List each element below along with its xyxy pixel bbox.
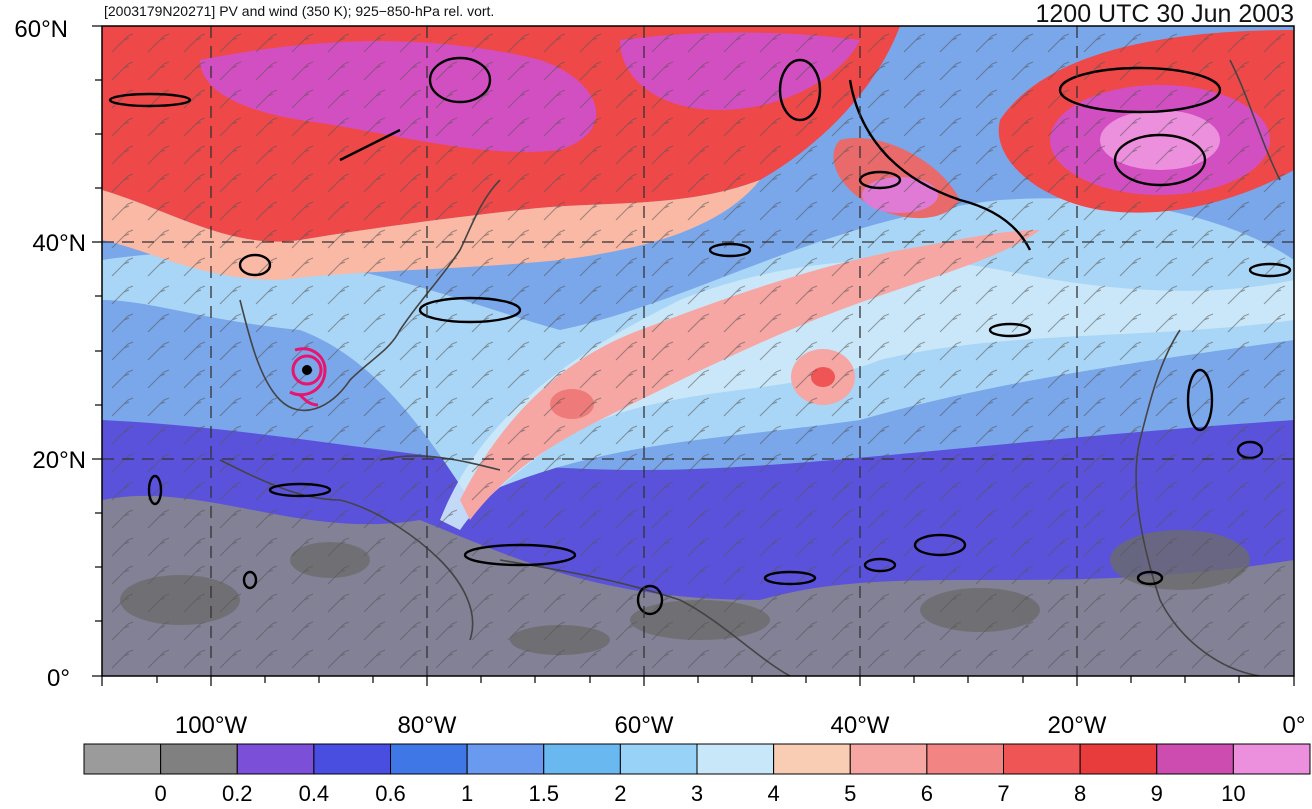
colorbar-swatch	[1232, 743, 1311, 775]
latitude-labels: 60°N 40°N 20°N 0°	[14, 16, 86, 692]
lon-label-40w: 40°W	[831, 712, 890, 739]
lon-label-100w: 100°W	[175, 712, 248, 739]
lon-label-80w: 80°W	[398, 712, 457, 739]
colorbar-swatch	[160, 743, 238, 775]
gridlines	[102, 26, 1294, 676]
colorbar: 0 0.2 0.4 0.6 1 1.5 2 3 4 5 6 7 8 9 10	[83, 743, 1311, 806]
lat-label-0: 0°	[47, 665, 70, 692]
lon-label-0: 0°	[1283, 712, 1306, 739]
vorticity-contours	[108, 56, 1292, 616]
colorbar-swatch	[619, 743, 698, 775]
colorbar-label: 6	[921, 781, 933, 804]
colorbar-label: 0.2	[222, 781, 253, 804]
colorbar-label: 0.4	[299, 781, 330, 804]
colorbar-label: 1.5	[528, 781, 559, 804]
lat-label-40n: 40°N	[32, 230, 86, 257]
figure-datetime: 1200 UTC 30 Jun 2003	[1035, 0, 1294, 28]
colorbar-label: 10	[1221, 781, 1245, 804]
colorbar-label: 8	[1074, 781, 1086, 804]
colorbar-label: 5	[844, 781, 856, 804]
colorbar-swatch	[696, 743, 775, 775]
colorbar-swatch	[543, 743, 621, 775]
coastlines	[219, 59, 1281, 676]
colorbar-swatch	[390, 743, 468, 775]
colorbar-label: 1	[461, 781, 473, 804]
colorbar-swatch	[926, 743, 1004, 775]
figure-subtitle: [2003179N20271] PV and wind (350 K); 925…	[104, 3, 495, 19]
colorbar-swatch	[1003, 743, 1081, 775]
lat-label-60n: 60°N	[14, 16, 68, 43]
colorbar-swatch	[313, 743, 391, 775]
colorbar-label: 3	[691, 781, 703, 804]
colorbar-swatch	[1079, 743, 1158, 775]
colorbar-label: 7	[997, 781, 1009, 804]
lat-label-20n: 20°N	[32, 447, 86, 474]
colorbar-label: 9	[1151, 781, 1163, 804]
colorbar-swatch	[83, 743, 162, 775]
wind-barbs	[102, 26, 1294, 676]
tropical-storm-marker	[289, 347, 327, 407]
colorbar-label: 0.6	[375, 781, 406, 804]
storm-center	[302, 365, 312, 375]
colorbar-swatch	[236, 743, 315, 775]
lon-label-20w: 20°W	[1048, 712, 1107, 739]
colorbar-swatch	[1156, 743, 1234, 775]
colorbar-swatch	[466, 743, 545, 775]
axis-ticks	[92, 25, 1295, 686]
colorbar-swatch	[773, 743, 851, 775]
colorbar-label: 4	[768, 781, 780, 804]
longitude-labels: 100°W 80°W 60°W 40°W 20°W 0°	[175, 712, 1306, 739]
lon-label-60w: 60°W	[615, 712, 674, 739]
colorbar-swatch	[849, 743, 928, 775]
map-area	[102, 26, 1294, 676]
colorbar-label: 0	[155, 781, 167, 804]
colorbar-label: 2	[614, 781, 626, 804]
